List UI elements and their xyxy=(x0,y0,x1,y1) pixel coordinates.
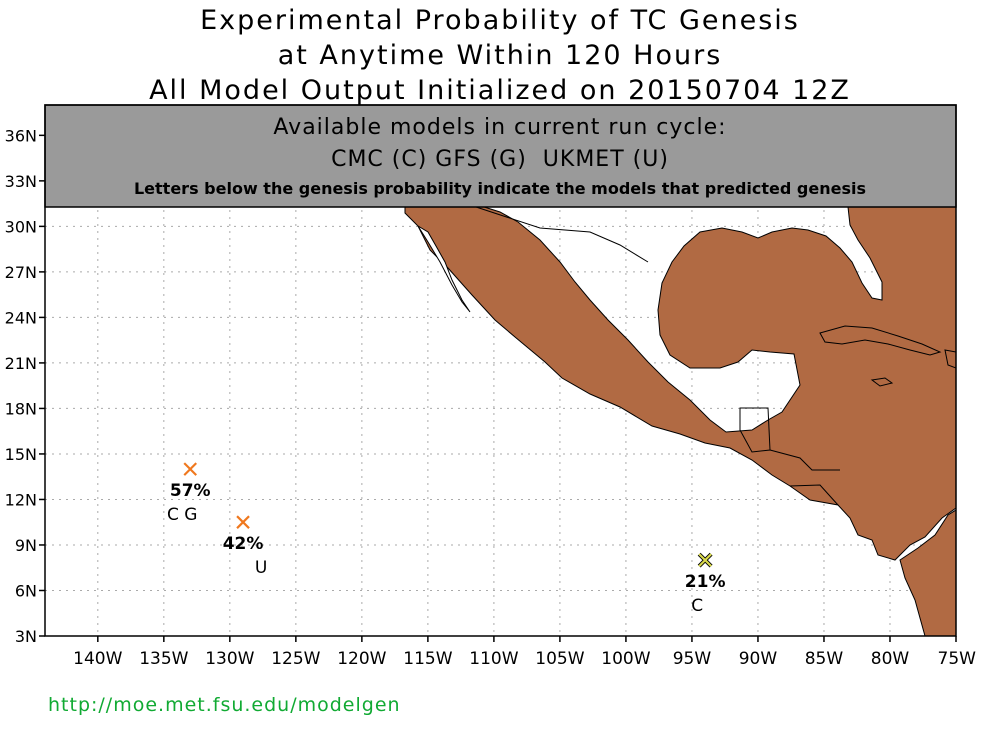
lon-tick-label: 75W xyxy=(938,649,977,669)
genesis-models-label: U xyxy=(255,558,267,578)
lon-tick-label: 110W xyxy=(469,649,518,669)
lat-tick-label: 33N xyxy=(5,172,37,191)
genesis-point: 21% C xyxy=(685,552,726,616)
lat-tick-label: 15N xyxy=(5,445,37,464)
lat-tick-label: 9N xyxy=(15,536,37,555)
genesis-x-marker xyxy=(236,515,250,529)
baja-california xyxy=(417,225,471,313)
axis-ticks: 140W 135W 130W 125W 120W 115W 110W 105W 100W 95W 9… xyxy=(5,126,977,669)
lat-tick-label: 36N xyxy=(5,126,37,145)
genesis-probability-label: 21% xyxy=(685,572,726,592)
lon-tick-label: 140W xyxy=(73,649,122,669)
lon-tick-label: 95W xyxy=(673,649,712,669)
lat-tick-label: 30N xyxy=(5,217,37,236)
lat-tick-label: 27N xyxy=(5,263,37,282)
genesis-points: 57% C G 42% U 21% C xyxy=(167,462,726,616)
genesis-map: Available models in current run cycle: C… xyxy=(5,104,977,669)
genesis-point: 42% U xyxy=(223,515,267,578)
genesis-probability-label: 57% xyxy=(170,481,211,501)
plot-frame xyxy=(44,104,957,637)
lat-tick-label: 3N xyxy=(15,627,37,646)
jamaica xyxy=(870,377,894,387)
lat-tick-label: 18N xyxy=(5,399,37,418)
title-line-3: All Model Output Initialized on 20150704… xyxy=(149,75,851,106)
lon-tick-label: 90W xyxy=(739,649,778,669)
genesis-x-marker xyxy=(183,462,198,476)
land-layer xyxy=(404,204,956,636)
lat-tick-label: 12N xyxy=(5,490,37,509)
banner-line-2: CMC (C) GFS (G) UKMET (U) xyxy=(331,147,669,172)
lon-tick-label: 135W xyxy=(139,649,188,669)
genesis-x-marker xyxy=(697,552,713,568)
lat-tick-label: 21N xyxy=(5,354,37,373)
lon-tick-label: 85W xyxy=(805,649,844,669)
title-line-1: Experimental Probability of TC Genesis xyxy=(200,5,800,36)
title-line-2: at Anytime Within 120 Hours xyxy=(277,40,723,71)
genesis-point: 57% C G xyxy=(167,462,211,525)
genesis-probability-label: 42% xyxy=(223,534,264,554)
banner-line-3: Letters below the genesis probability in… xyxy=(134,179,866,198)
lon-tick-label: 105W xyxy=(535,649,584,669)
genesis-models-label: C xyxy=(691,596,703,616)
lon-tick-label: 125W xyxy=(271,649,320,669)
lon-tick-label: 80W xyxy=(871,649,910,669)
lon-tick-label: 100W xyxy=(601,649,650,669)
banner-line-1: Available models in current run cycle: xyxy=(273,115,726,140)
country-borders xyxy=(469,204,840,506)
models-banner: Available models in current run cycle: C… xyxy=(44,104,957,208)
cuba xyxy=(819,325,942,356)
lon-tick-label: 115W xyxy=(403,649,452,669)
lat-tick-label: 6N xyxy=(15,581,37,600)
source-url[interactable]: http://moe.met.fsu.edu/modelgen xyxy=(48,694,401,716)
lon-tick-label: 130W xyxy=(205,649,254,669)
north-america-land xyxy=(404,204,956,561)
hispaniola xyxy=(944,349,956,369)
lat-tick-label: 24N xyxy=(5,308,37,327)
genesis-models-label: C G xyxy=(167,505,197,525)
lon-tick-label: 120W xyxy=(337,649,386,669)
south-america xyxy=(899,509,956,636)
